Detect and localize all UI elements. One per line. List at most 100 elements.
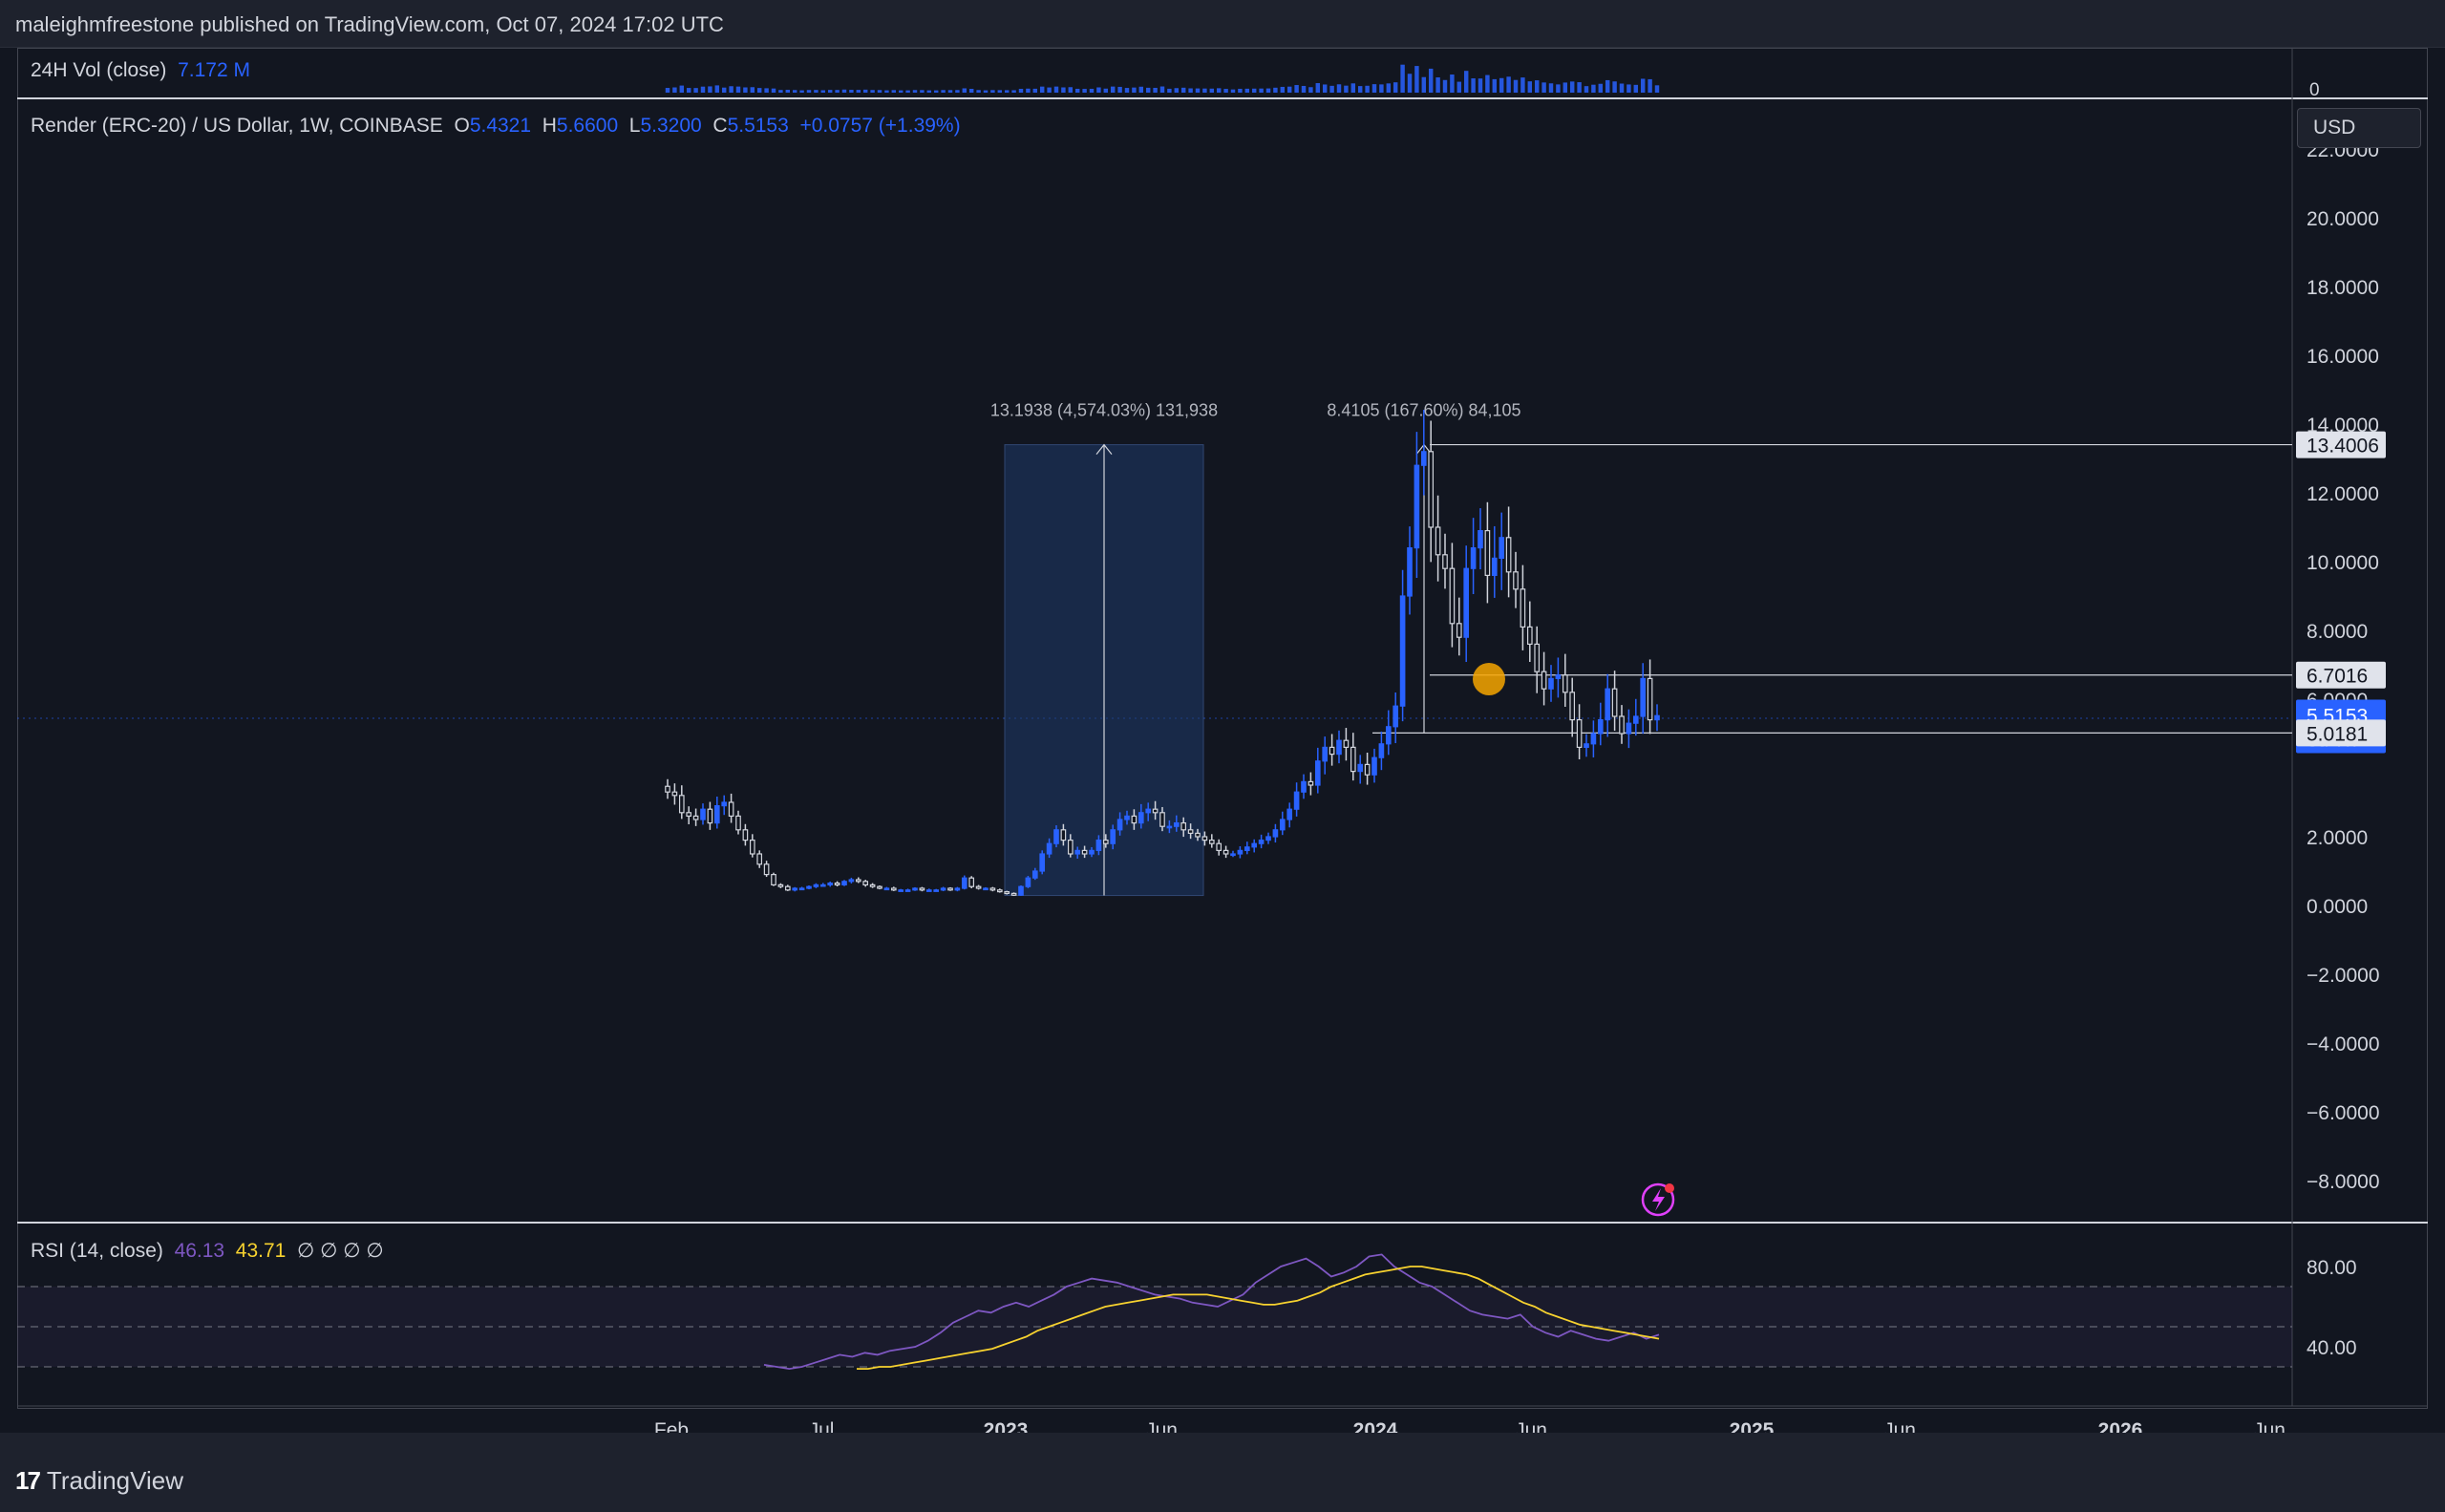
candle-body bbox=[1095, 839, 1102, 851]
candle-body bbox=[1180, 821, 1187, 831]
measure-annotations[interactable]: 13.1938 (4,574.03%) 131,938 8.4105 (167.6… bbox=[990, 401, 1521, 897]
candle-body bbox=[742, 829, 749, 841]
volume-bar bbox=[933, 90, 939, 93]
candle-body bbox=[968, 877, 975, 887]
candle-body bbox=[954, 887, 961, 891]
time-tick-label: 2024 bbox=[1353, 1419, 1398, 1433]
candle-body bbox=[1116, 819, 1123, 831]
candle-body bbox=[1534, 643, 1541, 672]
volume-bar bbox=[1428, 68, 1434, 93]
volume-bar bbox=[1308, 87, 1313, 93]
volume-bar bbox=[729, 86, 734, 93]
volume-bar bbox=[806, 90, 812, 93]
volume-value: 7.172 M bbox=[178, 59, 250, 81]
brand[interactable]: 17 TradingView bbox=[15, 1466, 183, 1496]
candle-body bbox=[1237, 849, 1244, 855]
candle-body bbox=[1244, 846, 1250, 851]
volume-bar bbox=[976, 90, 981, 93]
symbol-title: Render (ERC-20) / US Dollar, 1W, COINBAS… bbox=[31, 115, 443, 137]
candle-body bbox=[1314, 760, 1321, 786]
volume-bar bbox=[920, 90, 925, 93]
candle-body bbox=[862, 881, 869, 885]
horizontal-lines[interactable] bbox=[1372, 443, 2292, 734]
rsi-empty-values: ∅ ∅ ∅ ∅ bbox=[297, 1240, 384, 1262]
candle-body bbox=[1131, 815, 1137, 824]
volume-bar bbox=[1153, 87, 1158, 93]
candle-body bbox=[983, 887, 989, 891]
close-label: C bbox=[712, 115, 728, 137]
candle-body bbox=[1230, 853, 1236, 857]
candle-body bbox=[1463, 567, 1470, 638]
candle-body bbox=[1632, 715, 1639, 724]
volume-bar bbox=[1463, 71, 1469, 93]
volume-bar bbox=[792, 90, 797, 93]
candle-body bbox=[919, 887, 925, 891]
volume-bar bbox=[1124, 88, 1130, 93]
brand-name: TradingView bbox=[46, 1466, 183, 1495]
volume-bar bbox=[721, 87, 727, 93]
volume-bar bbox=[1478, 78, 1483, 93]
candle-body bbox=[904, 889, 911, 892]
volume-bar bbox=[1315, 83, 1321, 93]
candle-body bbox=[890, 887, 897, 891]
candle-body bbox=[1442, 554, 1448, 569]
rsi-line bbox=[763, 1253, 1660, 1371]
volume-bar bbox=[1605, 79, 1610, 93]
candle-body bbox=[1067, 839, 1074, 855]
low-label: L bbox=[628, 115, 641, 137]
volume-bar bbox=[1244, 88, 1250, 93]
candle-body bbox=[819, 884, 826, 887]
candle-body bbox=[1004, 890, 1010, 894]
volume-label: 24H Vol (close) bbox=[31, 59, 167, 81]
candle-body bbox=[1301, 780, 1307, 793]
time-axis[interactable]: Feb Jul 2023 Jun 2024 Jun 2025 Jun 2026 Jun bbox=[654, 1419, 2286, 1433]
price-tick-label: 0.0000 bbox=[2307, 896, 2368, 918]
volume-bar bbox=[1286, 86, 1292, 93]
volume-bar bbox=[1640, 78, 1646, 93]
volume-bar bbox=[1584, 86, 1589, 93]
candle-body bbox=[1152, 808, 1159, 814]
candle-body bbox=[806, 885, 812, 889]
currency-label: USD bbox=[2313, 117, 2356, 138]
candle-body bbox=[1590, 733, 1597, 745]
volume-bar bbox=[1471, 78, 1476, 93]
candle-body bbox=[735, 815, 741, 831]
time-tick-label: Feb bbox=[654, 1419, 689, 1433]
candle-body bbox=[1385, 726, 1392, 745]
volume-bar bbox=[891, 90, 897, 93]
candle-body bbox=[1251, 842, 1258, 848]
candle-body bbox=[1597, 718, 1604, 735]
volume-bar bbox=[1032, 88, 1038, 93]
volume-bar bbox=[1074, 88, 1080, 93]
time-tick-label: Jun bbox=[1515, 1419, 1547, 1433]
candle-body bbox=[1343, 739, 1350, 749]
volume-bar bbox=[1407, 74, 1413, 93]
price-chart[interactable]: 13.1938 (4,574.03%) 131,938 8.4105 (167.6… bbox=[0, 0, 2445, 1433]
volume-bar bbox=[714, 85, 720, 93]
volume-bar bbox=[1541, 82, 1546, 93]
candle-body bbox=[1010, 892, 1017, 896]
volume-bar bbox=[665, 88, 670, 93]
price-label: 5.0181 bbox=[2307, 723, 2368, 745]
lightning-icon[interactable] bbox=[1641, 1182, 1675, 1217]
volume-bar bbox=[1238, 88, 1243, 93]
price-tick-label: 20.0000 bbox=[2307, 208, 2379, 230]
currency-button[interactable]: USD bbox=[2297, 108, 2421, 148]
candle-body bbox=[925, 889, 932, 892]
price-tick-label: 2.0000 bbox=[2307, 827, 2368, 849]
volume-bar bbox=[750, 87, 755, 93]
candle-body bbox=[1081, 849, 1088, 855]
volume-bar bbox=[693, 88, 698, 93]
volume-bar bbox=[856, 90, 861, 93]
rsi-ma-value: 43.71 bbox=[235, 1240, 287, 1262]
candle-body bbox=[1626, 722, 1632, 735]
volume-bar bbox=[1216, 88, 1222, 93]
volume-bar bbox=[1492, 78, 1498, 93]
volume-bar bbox=[1011, 90, 1016, 93]
volume-bar bbox=[1598, 83, 1604, 93]
volume-bar bbox=[1174, 88, 1180, 93]
volume-bar bbox=[1371, 84, 1377, 93]
rsi-pane[interactable]: 80.00 40.00 bbox=[17, 1253, 2357, 1371]
open-label: O bbox=[454, 115, 470, 137]
